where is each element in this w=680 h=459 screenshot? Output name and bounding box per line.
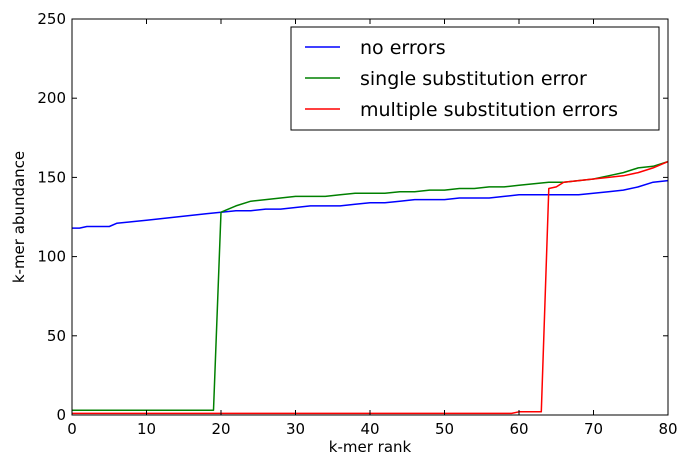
x-tick-label: 10 bbox=[137, 420, 156, 438]
series-line-multiple-substitution-errors bbox=[72, 160, 669, 415]
series-layer bbox=[72, 160, 669, 415]
x-tick-label: 40 bbox=[360, 420, 379, 438]
y-tick-label: 150 bbox=[37, 168, 66, 186]
y-tick-label: 250 bbox=[37, 10, 66, 28]
legend-label-single-substitution-error: single substitution error bbox=[360, 68, 587, 90]
legend: no errors single substitution error mult… bbox=[290, 26, 660, 131]
x-tick-label: 20 bbox=[211, 420, 230, 438]
y-axis-label: k-mer abundance bbox=[10, 151, 28, 283]
x-tick-label: 30 bbox=[286, 420, 305, 438]
legend-box bbox=[290, 26, 660, 131]
series-line-single-substitution-error bbox=[72, 160, 669, 411]
series-line-no-errors bbox=[72, 179, 669, 229]
x-tick-label: 0 bbox=[67, 420, 77, 438]
x-tick-label: 70 bbox=[584, 420, 603, 438]
y-tick-label: 100 bbox=[37, 248, 66, 266]
y-tick-label: 50 bbox=[47, 327, 66, 345]
legend-label-no-errors: no errors bbox=[360, 37, 446, 59]
y-tick-label: 0 bbox=[56, 406, 66, 424]
x-tick-label: 80 bbox=[658, 420, 677, 438]
legend-label-multiple-substitution-errors: multiple substitution errors bbox=[360, 99, 618, 121]
y-tick-label: 200 bbox=[37, 89, 66, 107]
ticks-layer: 0 10 20 30 40 50 60 70 80 0 50 100 150 200 250 bbox=[37, 10, 677, 438]
x-tick-label: 50 bbox=[435, 420, 454, 438]
x-tick-label: 60 bbox=[509, 420, 528, 438]
x-axis-label: k-mer rank bbox=[329, 438, 412, 456]
